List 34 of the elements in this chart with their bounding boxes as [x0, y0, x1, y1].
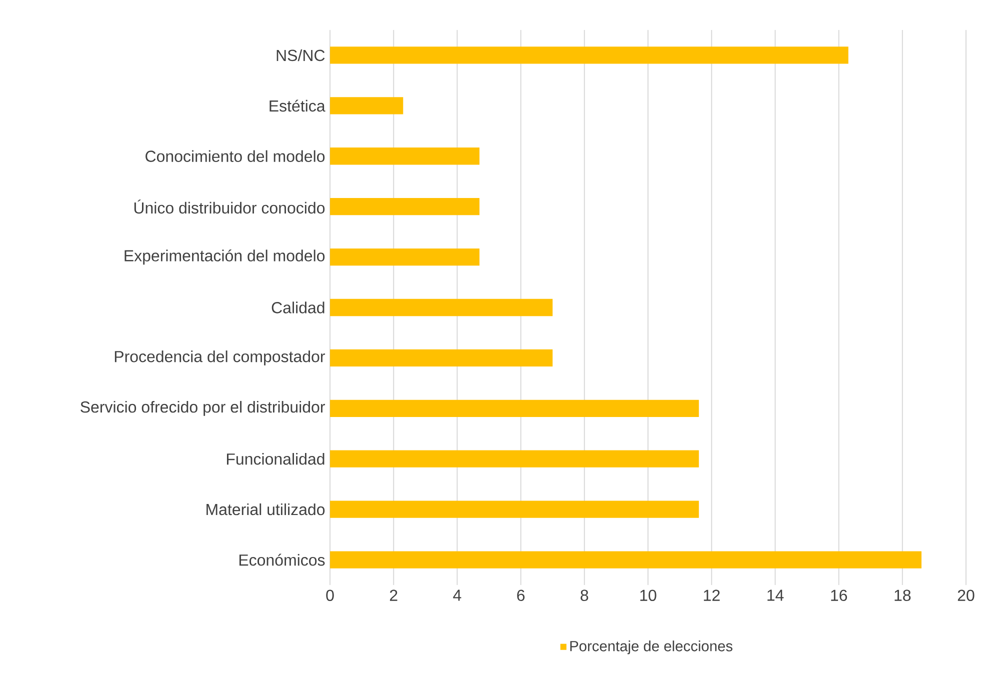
x-tick-label: 8 — [580, 590, 588, 602]
y-tick-label: Estética — [270, 100, 326, 112]
x-tick-label: 4 — [453, 590, 462, 601]
bar — [330, 400, 699, 417]
bar — [330, 148, 480, 165]
x-tick-label: 0 — [326, 590, 334, 602]
y-tick-label: Material utilizado — [206, 503, 325, 516]
y-tick-label: Procedencia del compostador — [114, 350, 325, 366]
bar — [330, 198, 480, 216]
x-tick-label: 18 — [894, 590, 911, 602]
x-tick-label: 10 — [640, 590, 656, 602]
y-tick-label: Servicio ofrecido por el distribuidor — [80, 400, 325, 416]
y-tick-label: Económicos — [239, 554, 325, 566]
x-tick-label: 20 — [958, 590, 974, 602]
x-tick-label: 16 — [831, 590, 847, 602]
x-tick-label: 12 — [704, 590, 720, 601]
y-tick-label: Funcionalidad — [226, 452, 324, 465]
x-tick-label: 2 — [390, 590, 398, 601]
y-tick-label: Único distribuidor conocido — [134, 200, 325, 214]
x-tick-label: 6 — [517, 590, 525, 602]
y-tick-label: NS/NC — [276, 49, 325, 62]
bar — [330, 248, 480, 266]
bar — [330, 46, 848, 64]
bar — [330, 450, 699, 468]
bar — [330, 500, 699, 518]
bar — [330, 298, 553, 316]
y-tick-label: Conocimiento del modelo — [146, 150, 325, 162]
bar — [330, 349, 553, 367]
y-tick-label: Experimentación del modelo — [124, 249, 325, 265]
x-tick-label: 14 — [768, 590, 784, 601]
y-tick-label: Calidad — [272, 302, 324, 314]
legend-label: Porcentaje de elecciones — [570, 640, 732, 654]
bar — [330, 97, 404, 114]
bar — [330, 551, 922, 568]
